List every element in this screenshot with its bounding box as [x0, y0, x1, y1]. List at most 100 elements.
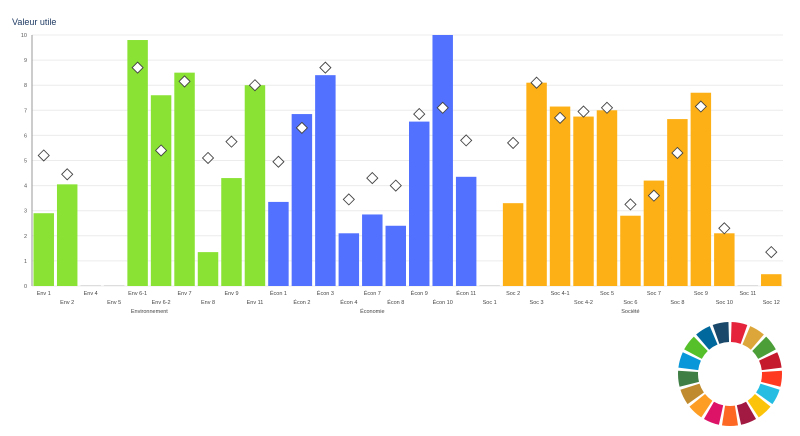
bar[interactable] [690, 92, 712, 286]
bar[interactable] [549, 106, 571, 286]
wheel-segment [689, 394, 713, 418]
x-tick-label: Env 6-2 [152, 300, 171, 306]
bar[interactable] [362, 214, 383, 286]
x-tick-label: Soc 1 [483, 300, 497, 306]
bar[interactable] [150, 95, 172, 287]
marker[interactable] [272, 155, 285, 168]
marker[interactable] [37, 149, 50, 162]
bar[interactable] [244, 85, 266, 286]
marker[interactable] [671, 146, 684, 160]
bar[interactable] [761, 274, 782, 286]
wheel-segment [747, 394, 771, 418]
y-tick-label: 9 [24, 58, 27, 64]
marker[interactable] [131, 61, 144, 74]
x-tick-label: Env 8 [201, 300, 215, 306]
marker[interactable] [342, 193, 355, 206]
x-tick-label: Écon 3 [317, 290, 334, 297]
x-tick-label: Soc 7 [647, 291, 661, 297]
y-tick-label: 7 [24, 108, 27, 114]
marker[interactable] [413, 107, 426, 121]
marker[interactable] [389, 179, 402, 192]
marker[interactable] [694, 100, 707, 113]
wheel-segment [678, 370, 699, 387]
bar[interactable] [526, 82, 547, 286]
marker[interactable] [530, 76, 543, 89]
bar[interactable] [573, 116, 594, 286]
bar[interactable] [432, 35, 453, 286]
marker[interactable] [225, 135, 238, 148]
marker[interactable] [718, 222, 731, 235]
x-tick-label: Écon 4 [340, 299, 357, 306]
bar[interactable] [221, 178, 242, 286]
x-tick-label: Soc 9 [694, 291, 708, 297]
x-tick-label: Soc 4-1 [551, 291, 570, 297]
marker[interactable] [295, 121, 309, 135]
marker[interactable] [460, 134, 473, 147]
wheel-segment [678, 352, 701, 371]
marker[interactable] [600, 101, 614, 114]
bar[interactable] [56, 184, 78, 286]
bar[interactable] [620, 215, 641, 286]
chart-title: Valeur utile [12, 17, 57, 27]
x-tick-label: Écon 7 [364, 290, 381, 297]
bar[interactable] [385, 225, 406, 286]
bar[interactable] [33, 213, 54, 286]
marker[interactable] [319, 61, 332, 74]
bar[interactable] [291, 114, 313, 286]
wheel-segment [684, 336, 708, 359]
x-tick-label: Écon 10 [433, 299, 453, 306]
y-tick-label: 10 [21, 33, 27, 39]
x-tick-label: Soc 6 [623, 300, 637, 306]
marker[interactable] [553, 111, 567, 124]
bar[interactable] [667, 119, 688, 287]
x-tick-label: Écon 9 [411, 290, 428, 297]
bar[interactable] [127, 40, 148, 286]
wheel-segment [759, 352, 782, 371]
marker[interactable] [765, 245, 778, 259]
wheel-segment [680, 383, 704, 405]
marker[interactable] [577, 105, 590, 118]
sdg-wheel-logo [678, 322, 782, 426]
x-tick-label: Écon 11 [456, 290, 476, 297]
bar[interactable] [197, 252, 219, 286]
bar[interactable] [643, 180, 665, 286]
bar[interactable] [455, 176, 477, 286]
marker[interactable] [154, 144, 168, 157]
bar[interactable] [596, 110, 618, 286]
marker[interactable] [201, 151, 215, 165]
x-tick-label: Soc 8 [670, 300, 684, 306]
x-tick-label: Env 4 [84, 291, 98, 297]
y-tick-label: 1 [24, 259, 27, 265]
x-tick-label: Env 7 [178, 291, 192, 297]
group-label: Société [621, 309, 639, 315]
wheel-segment [752, 336, 776, 359]
marker[interactable] [366, 171, 379, 185]
bar[interactable] [315, 75, 336, 286]
bar[interactable] [714, 233, 735, 286]
bar[interactable] [174, 72, 195, 287]
wheel-segment [730, 322, 748, 344]
x-tick-label: Écon 8 [387, 299, 404, 306]
marker[interactable] [178, 75, 191, 88]
marker[interactable] [647, 189, 661, 202]
wheel-segment [721, 405, 739, 426]
marker[interactable] [248, 79, 262, 92]
bar[interactable] [409, 121, 430, 286]
bar[interactable] [268, 201, 289, 286]
x-tick-label: Écon 2 [293, 299, 310, 306]
bar[interactable] [338, 233, 360, 286]
marker[interactable] [624, 198, 637, 211]
wheel-segment [756, 383, 780, 405]
y-tick-label: 2 [24, 234, 27, 240]
y-tick-label: 6 [24, 133, 27, 139]
marker[interactable] [506, 136, 520, 150]
x-tick-label: Env 9 [224, 291, 238, 297]
x-tick-label: Soc 12 [763, 300, 780, 306]
marker[interactable] [436, 101, 449, 114]
bar[interactable] [502, 203, 524, 286]
marker[interactable] [61, 168, 74, 181]
y-tick-label: 8 [24, 83, 27, 89]
x-tick-label: Soc 5 [600, 291, 614, 297]
x-tick-label: Soc 3 [530, 300, 544, 306]
